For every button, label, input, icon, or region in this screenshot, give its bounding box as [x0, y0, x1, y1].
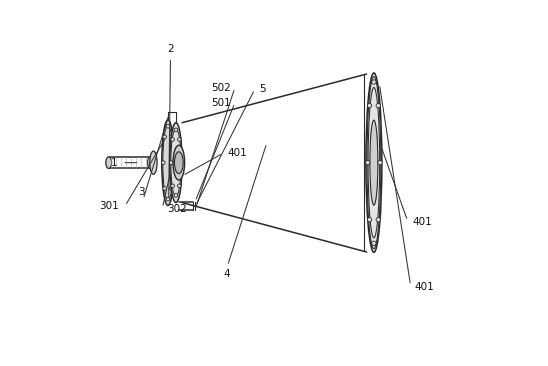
- Ellipse shape: [366, 73, 382, 253]
- Ellipse shape: [170, 123, 182, 203]
- Circle shape: [163, 135, 167, 139]
- Text: 401: 401: [227, 148, 247, 158]
- Ellipse shape: [147, 157, 152, 168]
- Text: 3: 3: [138, 187, 145, 197]
- Circle shape: [169, 135, 173, 139]
- Ellipse shape: [174, 152, 183, 173]
- Circle shape: [372, 80, 376, 84]
- Circle shape: [378, 160, 383, 165]
- Circle shape: [367, 217, 372, 222]
- Ellipse shape: [162, 120, 174, 206]
- Circle shape: [376, 104, 380, 108]
- Circle shape: [366, 160, 370, 165]
- Text: 2: 2: [167, 44, 174, 54]
- Ellipse shape: [150, 151, 157, 174]
- Circle shape: [174, 194, 178, 197]
- Text: 4: 4: [224, 269, 230, 280]
- Text: 302: 302: [167, 204, 187, 214]
- Ellipse shape: [173, 145, 185, 180]
- Circle shape: [179, 161, 182, 164]
- Circle shape: [367, 104, 372, 108]
- Circle shape: [171, 184, 174, 188]
- Text: 401: 401: [412, 217, 432, 227]
- Text: 5: 5: [259, 84, 265, 94]
- Text: 401: 401: [415, 281, 435, 291]
- Circle shape: [376, 217, 380, 222]
- Circle shape: [162, 161, 165, 164]
- Circle shape: [166, 197, 170, 201]
- Circle shape: [169, 161, 173, 164]
- Text: 501: 501: [212, 98, 231, 108]
- Circle shape: [171, 161, 174, 164]
- Ellipse shape: [106, 157, 112, 168]
- Circle shape: [169, 187, 173, 190]
- Circle shape: [166, 124, 170, 128]
- Ellipse shape: [370, 120, 378, 205]
- Circle shape: [178, 184, 181, 188]
- Circle shape: [171, 138, 174, 141]
- Text: 301: 301: [99, 201, 118, 211]
- Circle shape: [163, 187, 167, 190]
- Circle shape: [174, 128, 178, 132]
- Text: 502: 502: [212, 83, 231, 93]
- Text: 1: 1: [111, 158, 117, 168]
- Circle shape: [178, 138, 181, 141]
- Circle shape: [372, 241, 376, 246]
